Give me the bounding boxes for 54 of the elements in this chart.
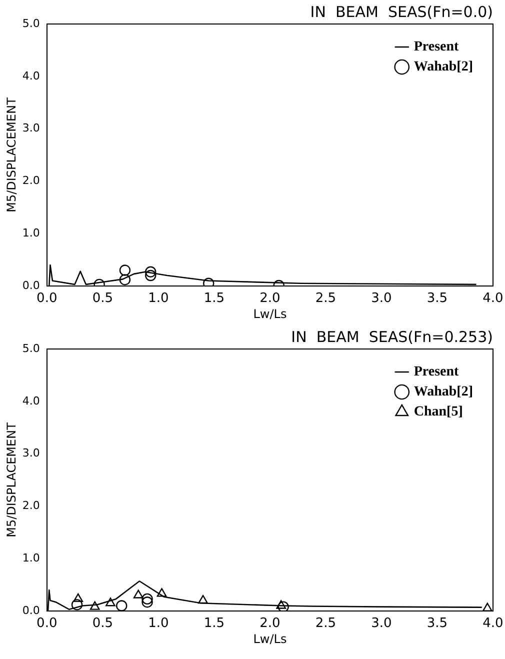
x-tick-label: 4.0 bbox=[482, 616, 504, 632]
x-tick-label: 4.0 bbox=[482, 291, 504, 306]
y-tick-label: 0.0 bbox=[22, 604, 40, 617]
y-tick-label: 5.0 bbox=[22, 16, 40, 30]
y-tick-label: 3.0 bbox=[22, 446, 40, 460]
x-tick-label: 1.0 bbox=[148, 616, 169, 632]
y-axis-title: M5/DISPLACEMENT bbox=[4, 96, 18, 212]
x-tick-label: 0.5 bbox=[92, 291, 113, 306]
x-tick-label: 0.5 bbox=[92, 616, 113, 632]
x-tick-label: 2.0 bbox=[260, 291, 280, 306]
x-tick-label: 2.5 bbox=[315, 291, 336, 306]
point bbox=[133, 590, 144, 598]
y-axis-title: M5/DISPLACEMENT bbox=[4, 422, 18, 538]
x-tick-label: 1.5 bbox=[204, 616, 225, 632]
y-tick-label: 1.0 bbox=[22, 551, 40, 564]
x-tick-label: 3.5 bbox=[426, 291, 448, 306]
y-tick-label: 4.0 bbox=[22, 394, 40, 408]
point bbox=[156, 588, 167, 597]
chart-title: IN BEAM SEAS(Fn=0.0) bbox=[310, 2, 493, 21]
x-tick-label: 1.0 bbox=[148, 291, 169, 306]
x-tick-label: 0.0 bbox=[36, 291, 58, 306]
y-tick-label: 1.0 bbox=[22, 226, 40, 240]
x-tick-label: 3.0 bbox=[371, 616, 392, 632]
x-tick-label: 1.5 bbox=[204, 291, 225, 306]
point bbox=[482, 602, 492, 611]
point bbox=[142, 596, 153, 608]
chart-title: IN BEAM SEAS(Fn=0.253) bbox=[291, 328, 493, 346]
x-tick-label: 0.0 bbox=[36, 616, 58, 632]
x-tick-label: 2.0 bbox=[260, 616, 280, 632]
point bbox=[73, 593, 84, 602]
legend-label: Chan[5] bbox=[414, 404, 463, 420]
point bbox=[276, 600, 286, 609]
y-tick-label: 2.0 bbox=[22, 174, 40, 188]
point bbox=[90, 601, 100, 610]
point bbox=[142, 593, 153, 605]
point bbox=[116, 600, 128, 611]
y-tick-label: 3.0 bbox=[22, 122, 40, 135]
y-tick-label: 2.0 bbox=[22, 499, 40, 512]
legend-label: Present bbox=[414, 40, 460, 55]
legend-label: Present bbox=[414, 364, 460, 380]
legend-label: Wahab[2] bbox=[414, 60, 473, 75]
y-tick-label: 4.0 bbox=[22, 69, 40, 82]
x-tick-label: 2.5 bbox=[315, 616, 336, 632]
x-tick-label: 3.5 bbox=[426, 616, 448, 632]
point bbox=[278, 601, 289, 611]
y-tick-label: 0.0 bbox=[22, 278, 40, 292]
point bbox=[106, 598, 116, 606]
legend-label: Wahab[2] bbox=[414, 384, 473, 400]
point bbox=[198, 594, 208, 604]
y-tick-label: 5.0 bbox=[22, 342, 40, 355]
x-tick-label: 3.0 bbox=[371, 291, 392, 306]
point bbox=[71, 599, 83, 610]
x-axis-title: Lw/Ls bbox=[253, 306, 287, 321]
x-axis-title: Lw/Ls bbox=[253, 632, 287, 646]
